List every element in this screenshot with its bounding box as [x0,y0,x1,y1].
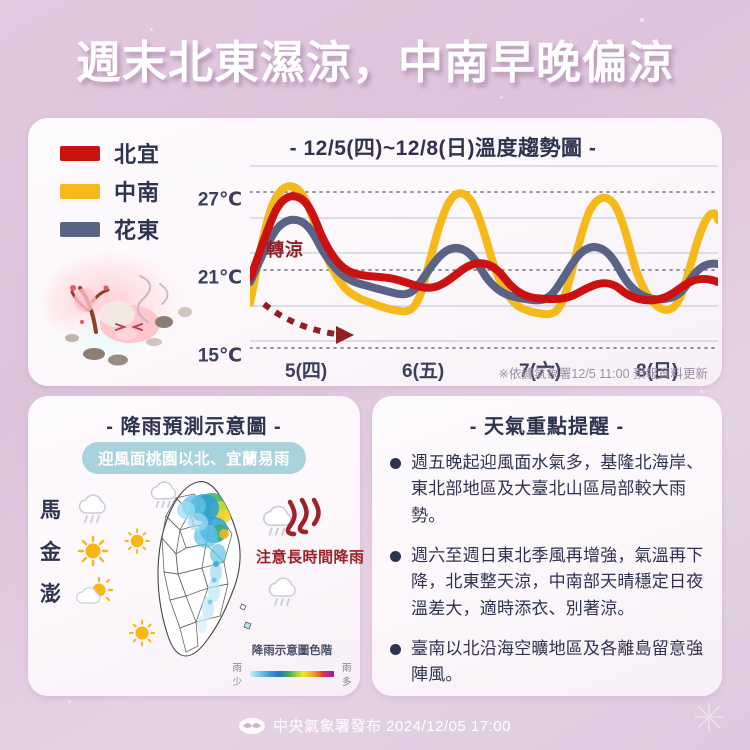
x-tick-5: 5(四) [285,361,328,382]
temperature-chart-panel: 北宜 中南 花東 [28,118,722,386]
island-label-matsu: 馬 [40,499,61,522]
snowflake-decor [694,702,724,732]
y-tick-21: 21℃ [197,267,242,289]
x-tick-6: 6(五) [402,361,445,382]
tip-item: 臺南以北沿海空曠地區及各離島留意強陣風。 [390,636,706,689]
cooling-annotation: 轉涼 [266,240,304,260]
rain-cloud-icon-east [263,505,292,536]
scale-gradient-bar [250,671,334,677]
series-line-huadong [250,215,718,305]
speck [68,700,71,703]
cwa-bird-logo-icon [239,717,266,734]
island-label-kinmen: 金 [40,541,61,564]
sun-icon-right [124,528,150,554]
speck [500,96,503,99]
legend-swatch-beiyi [60,145,100,161]
rainfall-forecast-panel: - 降雨預測示意圖 - 迎風面桃園以北、宜蘭易雨 馬 金 [28,396,364,696]
rain-cloud-icon-top [150,481,177,509]
sun-icon [77,535,109,567]
bullet-dot-icon [390,644,401,656]
island-forecast-list: 馬 金 澎 [40,488,114,614]
tip-text: 週五晚起迎風面水氣多，基隆北海岸、東北部地區及大臺北山區局部較大雨勢。 [411,453,704,525]
footer: 中央氣象署發布 2024/12/05 17:00 [0,715,750,736]
y-tick-15: 15℃ [197,345,242,367]
sun-behind-cloud-icon [76,577,114,604]
legend-item-zhongnan: 中南 [60,172,160,210]
legend-label-beiyi: 北宜 [114,142,161,167]
speck [700,390,703,393]
rainfall-badge: 迎風面桃園以北、宜蘭易雨 [81,442,307,474]
rainfall-panel-title: - 降雨預測示意圖 - [106,416,282,438]
island-row-kinmen: 金 [40,530,114,572]
scale-label-high: 雨多 [342,663,352,688]
hotspring-illustration [42,252,192,366]
orchid-island [243,621,252,630]
cooling-trend-arrow [262,301,354,344]
rain-cloud-icon-southeast [268,577,296,606]
page-title: 週末北東濕涼，中南早晚偏涼 [75,37,674,88]
speck [640,18,644,22]
tips-list: 週五晚起迎風面水氣多，基隆北海岸、東北部地區及大臺北山區局部較大雨勢。 週六至週… [390,450,706,703]
weather-highlights-panel: - 天氣重點提醒 - 週五晚起迎風面水氣多，基隆北海岸、東北部地區及大臺北山區局… [372,396,722,696]
speck [150,28,153,31]
chart-title: - 12/5(四)~12/8(日)溫度趨勢圖 - [228,132,658,162]
heavy-rain-streak-icon [285,497,321,537]
rainfall-overlay [177,493,231,633]
tip-text: 臺南以北沿海空曠地區及各離島留意強陣風。 [411,639,704,685]
legend-item-beiyi: 北宜 [60,134,160,172]
island-row-matsu: 馬 [40,488,114,530]
tip-text: 週六至週日東北季風再增強，氣溫再下降，北東整天涼，中南部天晴穩定日夜溫差大，適時… [411,546,704,618]
bullet-dot-icon [390,458,401,469]
rain-cloud-icon [78,494,106,523]
tip-item: 週六至週日東北季風再增強，氣溫再下降，北東整天涼，中南部天晴穩定日夜溫差大，適時… [390,543,706,622]
chart-x-axis: 5(四) 6(五) 7(六) 8(日) [250,356,718,386]
gridlines-dotted [250,191,718,349]
chart-title-text: - 12/5(四)~12/8(日)溫度趨勢圖 - [289,137,597,160]
island-label-penghu: 澎 [40,583,61,606]
taiwan-rainfall-map [157,481,252,657]
series-line-beiyi [250,192,718,305]
scale-title: 降雨示意圖色階 [251,645,333,657]
legend-swatch-huadong [60,221,100,237]
sun-icon-southwest [128,619,156,647]
chart-y-axis: 27℃ 21℃ 15℃ [176,166,242,367]
green-island [239,603,247,611]
chart-source-note: ※依據氣象署12/5 11:00 預報資料更新 [498,367,708,381]
header: 週末北東濕涼，中南早晚偏涼 [0,26,750,91]
tips-panel-title: - 天氣重點提醒 - [469,416,625,438]
island-row-penghu: 澎 [40,572,114,614]
snowflake-decor-top [564,37,578,57]
x-tick-7: 7(六) [519,361,562,382]
bullet-dot-icon [390,551,401,563]
scale-label-low: 雨少 [232,663,242,688]
y-tick-27: 27℃ [197,189,242,211]
footer-text: 中央氣象署發布 2024/12/05 17:00 [273,718,511,735]
tip-item: 週五晚起迎風面水氣多，基隆北海岸、東北部地區及大臺北山區局部較大雨勢。 [390,450,706,529]
legend-label-zhongnan: 中南 [114,180,161,205]
x-tick-8: 8(日) [636,361,679,382]
legend-item-huadong: 花東 [60,210,160,248]
legend-swatch-zhongnan [60,183,100,199]
chart-legend: 北宜 中南 花東 [60,134,160,248]
temperature-plot [250,165,718,349]
legend-label-huadong: 花東 [114,218,161,243]
long-duration-rain-warning: 注意長時間降雨 [256,549,365,566]
rainfall-color-scale: 降雨示意圖色階 雨少 雨多 [228,642,356,688]
